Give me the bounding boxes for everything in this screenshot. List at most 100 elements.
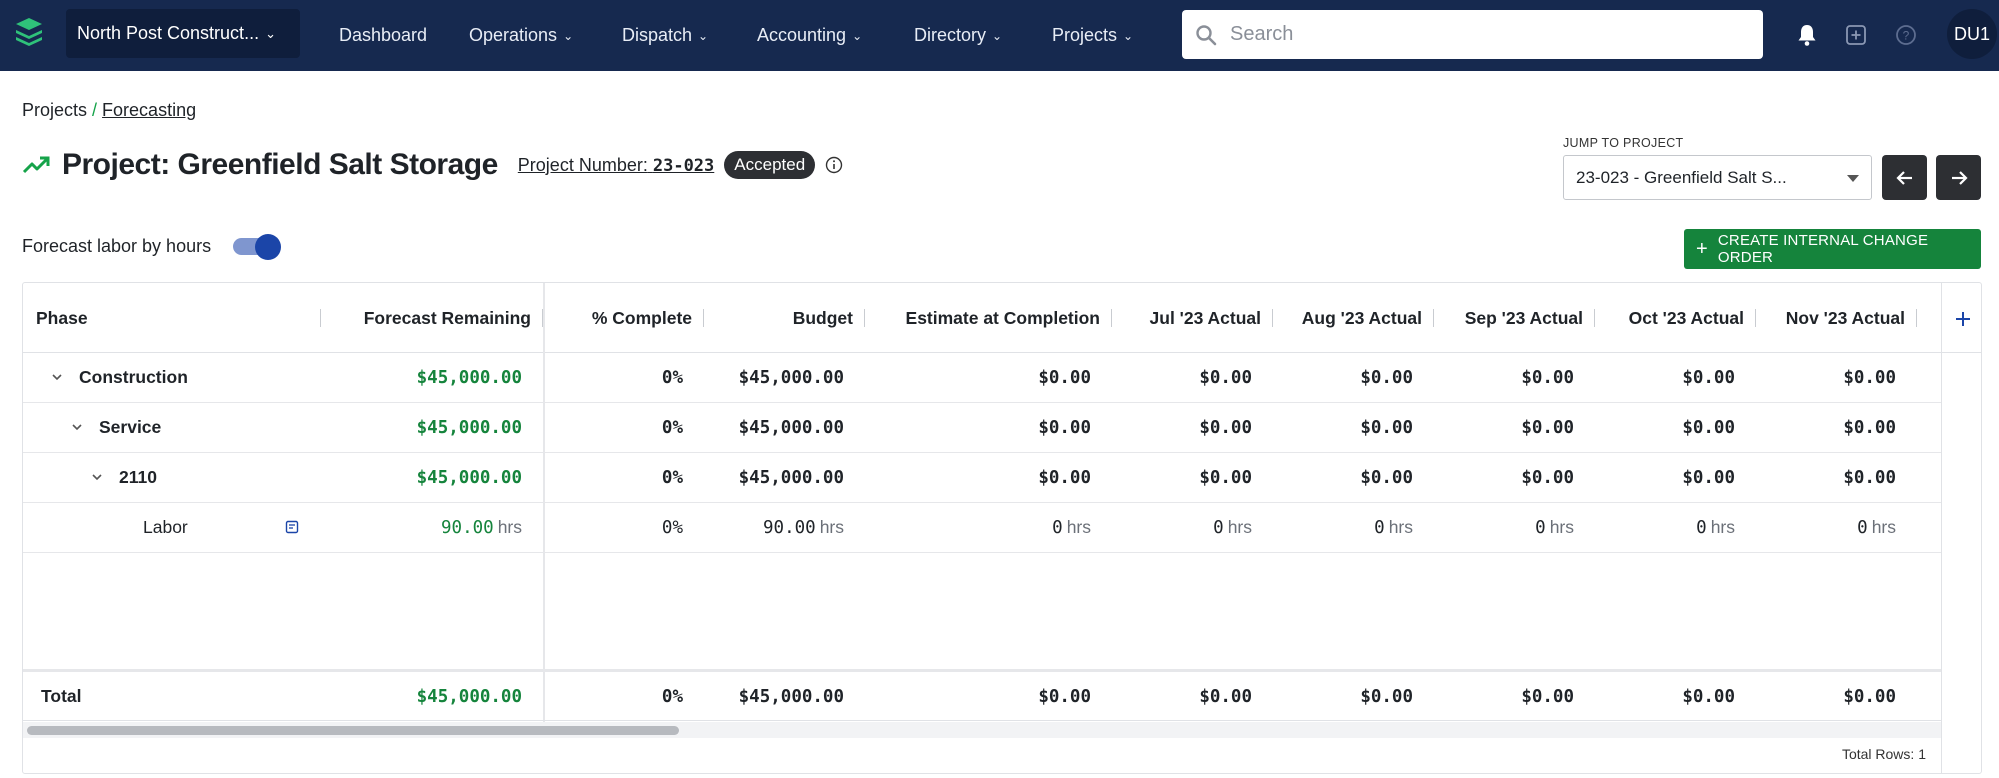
create-internal-change-order-button[interactable]: + CREATE INTERNAL CHANGE ORDER [1684, 229, 1981, 269]
next-project-button[interactable] [1936, 155, 1981, 200]
table-header: Phase Forecast Remaining % Complete Budg… [23, 283, 1981, 353]
arrow-right-icon [1951, 170, 1968, 185]
nav-label: Directory [914, 25, 987, 45]
column-resize-handle[interactable] [703, 309, 704, 327]
nav-label: Dashboard [339, 25, 428, 45]
company-name: North Post Construct... [77, 23, 260, 43]
col-header-percent-complete[interactable]: % Complete [553, 283, 692, 353]
column-resize-handle[interactable] [1433, 309, 1434, 327]
status-badge: Accepted [724, 151, 816, 179]
add-column-plus-icon[interactable] [1953, 309, 1973, 329]
cell-value: $45,000.00 [416, 467, 522, 488]
column-resize-handle[interactable] [1916, 309, 1917, 327]
breadcrumb-projects[interactable]: Projects [22, 100, 88, 120]
total-nov-23-actual: $0.00 [1843, 686, 1896, 707]
phase-name: Service [99, 417, 162, 437]
unit-label: hrs [1066, 517, 1091, 537]
cell-value: $45,000.00 [738, 467, 844, 488]
page-header: Project: Greenfield Salt Storage Project… [22, 148, 843, 182]
cell-value: $0.00 [1843, 367, 1896, 388]
column-resize-handle[interactable] [542, 309, 543, 327]
table-row[interactable]: Construction $45,000.00 0% $45,000.00 $0.00 $… [23, 353, 1941, 403]
table-row[interactable]: Service $45,000.00 0% $45,000.00 $0.00 $0.00 $… [23, 403, 1941, 453]
breadcrumb-forecasting[interactable]: Forecasting [102, 100, 197, 120]
nav-directory[interactable]: Directory ⌄ [914, 0, 1002, 71]
col-header-estimate-at-completion[interactable]: Estimate at Completion [873, 283, 1100, 353]
cell-value: 0% [661, 367, 683, 388]
horizontal-scrollbar[interactable] [23, 722, 1941, 738]
cell-value: $0.00 [1521, 467, 1574, 488]
cell-value: $0.00 [1360, 417, 1413, 438]
budget-cell: $45,000.00 [713, 453, 844, 502]
previous-project-button[interactable] [1882, 155, 1927, 200]
column-resize-handle[interactable] [320, 309, 321, 327]
nav-projects[interactable]: Projects ⌄ [1052, 0, 1133, 71]
project-number-label: Project Number: [517, 154, 648, 175]
cell-value: $0.00 [1038, 467, 1091, 488]
col-header-label: Oct '23 Actual [1628, 307, 1744, 328]
cell-value: $45,000.00 [738, 367, 844, 388]
col-header-jul-23-actual[interactable]: Jul '23 Actual [1118, 283, 1261, 353]
col-header-sep-23-actual[interactable]: Sep '23 Actual [1439, 283, 1583, 353]
add-square-icon[interactable] [1842, 21, 1870, 49]
table-row[interactable]: Labor 90.00 hrs 0% 90.00 hrs 0 hrs 0 hrs 0 hrs 0 hrs 0… [23, 503, 1941, 553]
budget-cell: $45,000.00 [713, 403, 844, 452]
column-resize-handle[interactable] [1594, 309, 1595, 327]
col-header-forecast-remaining[interactable]: Forecast Remaining [323, 283, 531, 353]
chevron-down-icon[interactable] [90, 470, 104, 484]
chevron-down-icon[interactable] [70, 420, 84, 434]
month-actual-cell: 0 hrs [1439, 503, 1574, 552]
user-avatar[interactable]: DU1 [1947, 9, 1997, 59]
info-icon[interactable] [825, 156, 843, 174]
search-box[interactable] [1182, 10, 1763, 59]
col-header-oct-23-actual[interactable]: Oct '23 Actual [1600, 283, 1744, 353]
company-switcher[interactable]: North Post Construct... ⌄ [66, 9, 300, 58]
col-header-aug-23-actual[interactable]: Aug '23 Actual [1278, 283, 1422, 353]
page-title: Project: Greenfield Salt Storage [62, 148, 498, 181]
column-resize-handle[interactable] [1111, 309, 1112, 327]
column-resize-handle[interactable] [1755, 309, 1756, 327]
cell-value: $0.00 [1199, 367, 1252, 388]
month-actual-cell: $0.00 [1118, 453, 1252, 502]
month-actual-cell: $0.00 [1600, 353, 1735, 402]
cell-value: $0.00 [1843, 417, 1896, 438]
search-icon [1196, 24, 1217, 45]
cell-value: $0.00 [1682, 417, 1735, 438]
month-actual-cell: $0.00 [1439, 403, 1574, 452]
total-jul-23-actual: $0.00 [1199, 686, 1252, 707]
search-input[interactable] [1230, 23, 1750, 46]
cell-value: 0 [1696, 517, 1707, 538]
nav-operations[interactable]: Operations ⌄ [469, 0, 573, 71]
column-resize-handle[interactable] [1272, 309, 1273, 327]
project-number[interactable]: Project Number: 23-023 [518, 155, 714, 176]
cell-value: 0% [661, 417, 683, 438]
forecast-labor-label: Forecast labor by hours [22, 235, 212, 256]
help-icon[interactable]: ? [1892, 21, 1920, 49]
month-actual-cell: 0 hrs [1278, 503, 1413, 552]
unit-label: hrs [497, 517, 522, 537]
plus-icon: + [1696, 237, 1708, 260]
table-row[interactable]: 2110 $45,000.00 0% $45,000.00 $0.00 $0.00 $0.0… [23, 453, 1941, 503]
cell-value: $0.00 [1199, 417, 1252, 438]
col-header-nov-23-actual[interactable]: Nov '23 Actual [1761, 283, 1905, 353]
app-logo-icon[interactable] [14, 18, 44, 50]
toggle-knob [255, 234, 282, 260]
total-label: Total [41, 686, 82, 706]
chevron-down-icon[interactable] [50, 370, 64, 384]
cell-value: 0 [1374, 517, 1385, 538]
notifications-bell-icon[interactable] [1793, 21, 1821, 49]
unit-label: hrs [1549, 517, 1574, 537]
column-resize-handle[interactable] [864, 309, 865, 327]
jump-to-project-select[interactable]: 23-023 - Greenfield Salt S... [1563, 155, 1872, 200]
nav-dispatch[interactable]: Dispatch ⌄ [622, 0, 708, 71]
col-header-phase[interactable]: Phase [36, 283, 236, 353]
nav-dashboard[interactable]: Dashboard [339, 0, 427, 71]
note-icon[interactable] [284, 519, 300, 535]
breadcrumb-separator: / [92, 100, 98, 120]
forecast-labor-toggle[interactable] [233, 234, 282, 260]
month-actual-cell: $0.00 [1600, 453, 1735, 502]
nav-accounting[interactable]: Accounting ⌄ [757, 0, 862, 71]
scrollbar-thumb[interactable] [27, 726, 679, 735]
col-header-budget[interactable]: Budget [713, 283, 853, 353]
forecast-remaining-cell: $45,000.00 [323, 353, 522, 402]
